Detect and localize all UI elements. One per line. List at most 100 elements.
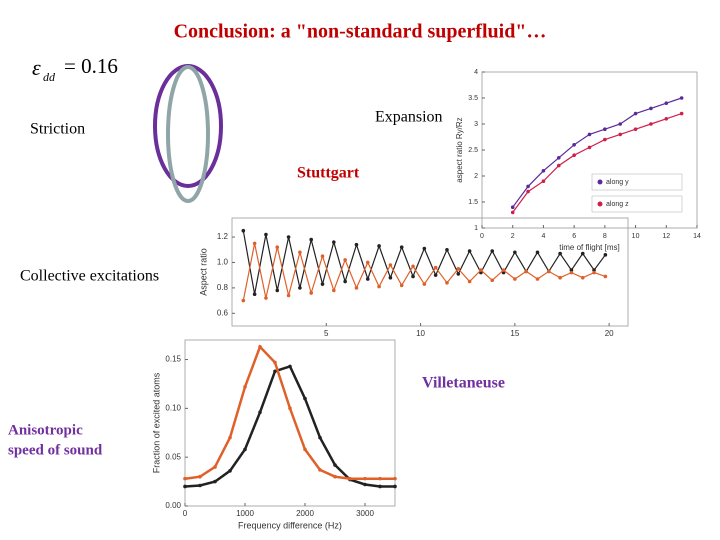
y-tick-label: 1.0	[217, 258, 229, 267]
y-axis-label: Aspect ratio	[198, 248, 208, 296]
data-point	[587, 145, 592, 150]
y-tick-label: 1.5	[468, 199, 478, 206]
data-point	[541, 179, 546, 183]
data-point	[252, 292, 257, 297]
data-point	[572, 143, 576, 147]
data-point	[303, 396, 307, 401]
x-tick-label: 10	[632, 233, 640, 240]
data-point	[433, 273, 438, 277]
data-point	[343, 279, 347, 284]
data-point	[393, 484, 397, 489]
data-point	[580, 275, 585, 280]
epsilon-subscript: dd	[43, 70, 56, 84]
series-line	[242, 243, 606, 301]
data-point	[198, 474, 202, 479]
data-point	[580, 251, 585, 256]
striction-ellipse	[153, 64, 223, 188]
series-line	[512, 97, 682, 208]
data-point	[388, 275, 393, 280]
data-point	[286, 235, 291, 239]
data-point	[467, 249, 472, 253]
data-point	[535, 250, 540, 255]
y-axis-label: aspect ratio Ry/Rz	[455, 117, 464, 182]
data-point	[467, 279, 472, 284]
data-point	[228, 469, 232, 473]
data-point	[273, 369, 277, 374]
data-point	[363, 476, 367, 481]
plot-frame	[184, 339, 396, 507]
data-point	[288, 406, 292, 411]
data-point	[333, 474, 337, 479]
epsilon-symbol: ε	[32, 55, 41, 80]
data-point	[213, 479, 217, 484]
y-tick-label: 4	[474, 69, 478, 76]
anisotropic-label: Anisotropic	[8, 422, 83, 438]
series-line	[184, 364, 395, 488]
data-point	[388, 263, 393, 267]
data-point	[541, 169, 546, 173]
x-axis-label: Frequency difference (Hz)	[238, 520, 342, 530]
data-point	[422, 282, 427, 286]
y-tick-label: 0.6	[217, 308, 229, 317]
x-axis-label: time of flight [ms]	[559, 243, 619, 252]
data-point	[241, 298, 246, 303]
data-point	[377, 244, 381, 248]
data-point	[393, 476, 397, 481]
data-point	[183, 476, 187, 481]
y-tick-label: 0.10	[165, 403, 181, 412]
data-point	[411, 274, 415, 279]
striction-label: Striction	[30, 121, 85, 138]
data-point	[556, 163, 561, 168]
data-point	[510, 210, 515, 215]
data-point	[332, 288, 336, 293]
x-tick-label: 8	[603, 233, 607, 240]
data-point	[618, 132, 623, 137]
data-point	[348, 476, 352, 481]
data-point	[592, 270, 596, 275]
data-point	[603, 274, 608, 279]
data-point	[198, 483, 202, 488]
x-tick-label: 6	[572, 233, 576, 240]
legend-label: along y	[606, 179, 629, 186]
data-point	[354, 242, 359, 247]
data-point	[603, 127, 607, 131]
data-point	[513, 277, 517, 281]
data-point	[445, 281, 449, 285]
y-tick-label: 0.00	[165, 501, 181, 510]
title: Conclusion: a "non-standard superfluid"…	[174, 21, 547, 43]
data-point	[275, 245, 280, 250]
y-axis-label: Fraction of excited atoms	[151, 372, 161, 473]
data-point	[490, 249, 495, 253]
data-point	[479, 268, 483, 272]
data-point	[183, 484, 187, 489]
data-point	[252, 241, 257, 246]
data-point	[490, 278, 495, 283]
y-tick-label: 2.5	[468, 147, 478, 154]
epsilon-value: = 0.16	[64, 54, 118, 78]
x-tick-label: 14	[693, 233, 701, 240]
legend-swatch	[597, 179, 603, 185]
data-point	[258, 345, 262, 349]
x-tick-label: 15	[510, 329, 519, 338]
expansion-ellipse	[166, 65, 210, 203]
y-tick-label: 1	[474, 225, 478, 232]
data-point	[213, 465, 217, 469]
data-point	[309, 237, 314, 242]
villetaneuse-label: Villetaneuse	[422, 375, 505, 392]
data-point	[556, 156, 561, 160]
data-point	[501, 270, 506, 275]
anisotropic-label: speed of sound	[8, 442, 103, 458]
data-point	[298, 250, 302, 255]
data-point	[286, 293, 291, 298]
data-point	[456, 272, 461, 276]
data-point	[526, 184, 530, 189]
data-point	[526, 189, 530, 194]
data-point	[603, 137, 607, 142]
data-point	[547, 269, 551, 274]
series-line	[512, 113, 682, 213]
data-point	[569, 268, 574, 272]
data-point	[510, 205, 515, 209]
x-tick-label: 10	[416, 329, 425, 338]
